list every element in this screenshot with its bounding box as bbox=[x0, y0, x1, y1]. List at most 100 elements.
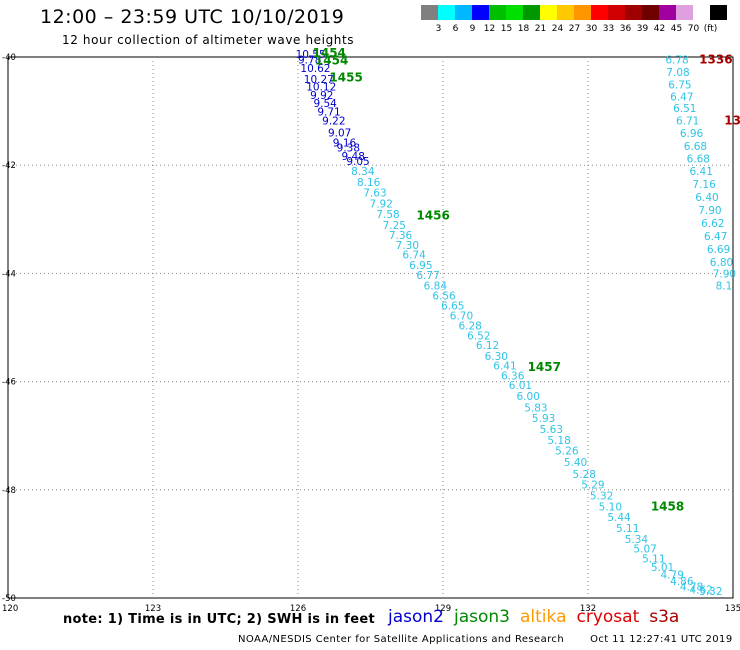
swh-value-label: 4.86 bbox=[670, 576, 694, 588]
scale-label: 18 bbox=[517, 24, 530, 34]
x-tick-label: 135 bbox=[725, 604, 740, 614]
swh-value-label: 6.78 bbox=[665, 54, 688, 66]
scale-label: 36 bbox=[619, 24, 632, 34]
legend-item-cryosat: cryosat bbox=[576, 607, 640, 627]
swh-value-label: 7.90 bbox=[698, 205, 721, 217]
swh-value-label: 6.70 bbox=[450, 310, 473, 322]
scale-label: 45 bbox=[670, 24, 683, 34]
x-tick-label: 129 bbox=[435, 604, 451, 614]
footer: NOAA/NESDIS Center for Satellite Applica… bbox=[238, 634, 733, 645]
swh-value-label: 6.40 bbox=[695, 192, 718, 204]
chart-title: 12:00 – 23:59 UTC 10/10/2019 bbox=[40, 6, 345, 28]
swh-value-label: 8.1 bbox=[716, 281, 733, 293]
y-tick-label: -44 bbox=[2, 269, 16, 279]
swh-value-label: 10.27 bbox=[304, 74, 334, 86]
swh-value-label: 5.63 bbox=[540, 424, 563, 436]
swh-value-label: 6.69 bbox=[707, 244, 730, 256]
legend-item-jason2: jason2 bbox=[388, 607, 444, 627]
swh-value-label: 6.56 bbox=[432, 290, 456, 302]
swh-value-label: 6.12 bbox=[476, 340, 499, 352]
swh-value-label: 6.36 bbox=[501, 370, 525, 382]
scale-label: 24 bbox=[551, 24, 564, 34]
swh-value-label: 9.54 bbox=[313, 98, 337, 110]
axis-tick-labels: 120 123 126 129 132 135 -40 -42 -44 -46 -48 -50 bbox=[2, 53, 740, 614]
scale-swatch bbox=[523, 5, 540, 20]
swh-value-label: 5.11 bbox=[642, 553, 665, 565]
scale-swatch bbox=[676, 5, 693, 20]
satellite-legend: jason2 jason3 altika cryosat s3a bbox=[388, 607, 689, 627]
swh-value-label: 6.95 bbox=[409, 260, 432, 272]
swh-value-label: 9.78 bbox=[298, 54, 321, 66]
swh-value-label: 6.68 bbox=[684, 141, 707, 153]
time-label: 1458 bbox=[651, 499, 684, 513]
x-tick-label: 126 bbox=[290, 604, 306, 614]
swh-value-label: 5.07 bbox=[633, 544, 656, 556]
swh-value-label: 7.36 bbox=[389, 230, 413, 242]
scale-swatch bbox=[642, 5, 659, 20]
scale-label: 12 bbox=[483, 24, 496, 34]
time-label: 1457 bbox=[528, 360, 561, 374]
swh-value-label: 5.11 bbox=[616, 523, 639, 535]
swh-value-label: 5.18 bbox=[547, 435, 570, 447]
swh-value-label: 9.92 bbox=[310, 90, 333, 102]
time-label: 1454 bbox=[313, 46, 346, 60]
x-tick-label: 120 bbox=[2, 604, 18, 614]
swh-value-label: 5.26 bbox=[555, 446, 579, 458]
scale-swatch bbox=[591, 5, 608, 20]
swh-value-label: 9.05 bbox=[346, 156, 369, 168]
swh-value-label: 6.68 bbox=[687, 153, 710, 165]
x-tick-label: 123 bbox=[145, 604, 161, 614]
swh-value-label: 9.38 bbox=[337, 143, 360, 155]
swh-value-label: 6.80 bbox=[710, 257, 733, 269]
scale-label: 39 bbox=[636, 24, 649, 34]
swh-value-label: 7.16 bbox=[692, 179, 716, 191]
swh-value-label: 7.30 bbox=[396, 240, 419, 252]
swh-value-label: 5.10 bbox=[599, 501, 622, 513]
swh-value-label: 5.40 bbox=[564, 457, 587, 469]
scale-label: 33 bbox=[602, 24, 615, 34]
swh-value-label: 4.79 bbox=[661, 570, 684, 582]
swh-value-label: 10.55 bbox=[296, 49, 326, 61]
swh-value-label: 9.48 bbox=[342, 151, 365, 163]
swh-value-label: 6.47 bbox=[704, 231, 727, 243]
swh-value-label: 5.34 bbox=[625, 534, 649, 546]
scale-label: 42 bbox=[653, 24, 666, 34]
swh-value-label: 7.92 bbox=[370, 198, 393, 210]
scale-label: (ft) bbox=[703, 24, 718, 34]
swh-value-label: 5.28 bbox=[573, 469, 596, 481]
swh-value-label: 4.78 bbox=[680, 581, 703, 593]
swh-value-label: 6.84 bbox=[424, 281, 448, 293]
time-label: 1454 bbox=[315, 54, 348, 68]
swh-value-label: 5.29 bbox=[581, 480, 604, 492]
swh-value-label: 5.83 bbox=[524, 402, 547, 414]
swh-value-label: 7.90 bbox=[713, 269, 736, 281]
scale-swatch bbox=[574, 5, 591, 20]
swh-value-label: 6.41 bbox=[493, 361, 516, 373]
swh-value-label: 7.08 bbox=[666, 67, 689, 79]
scale-swatch bbox=[455, 5, 472, 20]
legend-item-jason3: jason3 bbox=[454, 607, 510, 627]
time-label: 1455 bbox=[329, 70, 362, 84]
swh-value-label: 6.47 bbox=[670, 91, 693, 103]
swh-value-label: 4.62 bbox=[690, 585, 713, 597]
scale-swatch bbox=[557, 5, 574, 20]
time-label: 1456 bbox=[416, 208, 449, 222]
swh-value-label: 5.93 bbox=[532, 413, 555, 425]
swh-value-label: 6.65 bbox=[441, 301, 464, 313]
scale-swatch bbox=[438, 5, 455, 20]
swh-value-label: 10.12 bbox=[306, 82, 336, 94]
scale-swatch bbox=[710, 5, 727, 20]
x-tick-label: 132 bbox=[580, 604, 596, 614]
scale-label: 70 bbox=[687, 24, 700, 34]
scale-label: 21 bbox=[534, 24, 547, 34]
scale-swatch bbox=[540, 5, 557, 20]
plot-frame bbox=[7, 56, 734, 599]
swh-value-label: 6.52 bbox=[467, 330, 490, 342]
swh-value-label: 6.71 bbox=[676, 116, 699, 128]
swh-value-label: 6.74 bbox=[402, 249, 426, 261]
scale-swatch bbox=[506, 5, 523, 20]
swh-value-label: 5.01 bbox=[651, 562, 674, 574]
scale-swatch bbox=[472, 5, 489, 20]
